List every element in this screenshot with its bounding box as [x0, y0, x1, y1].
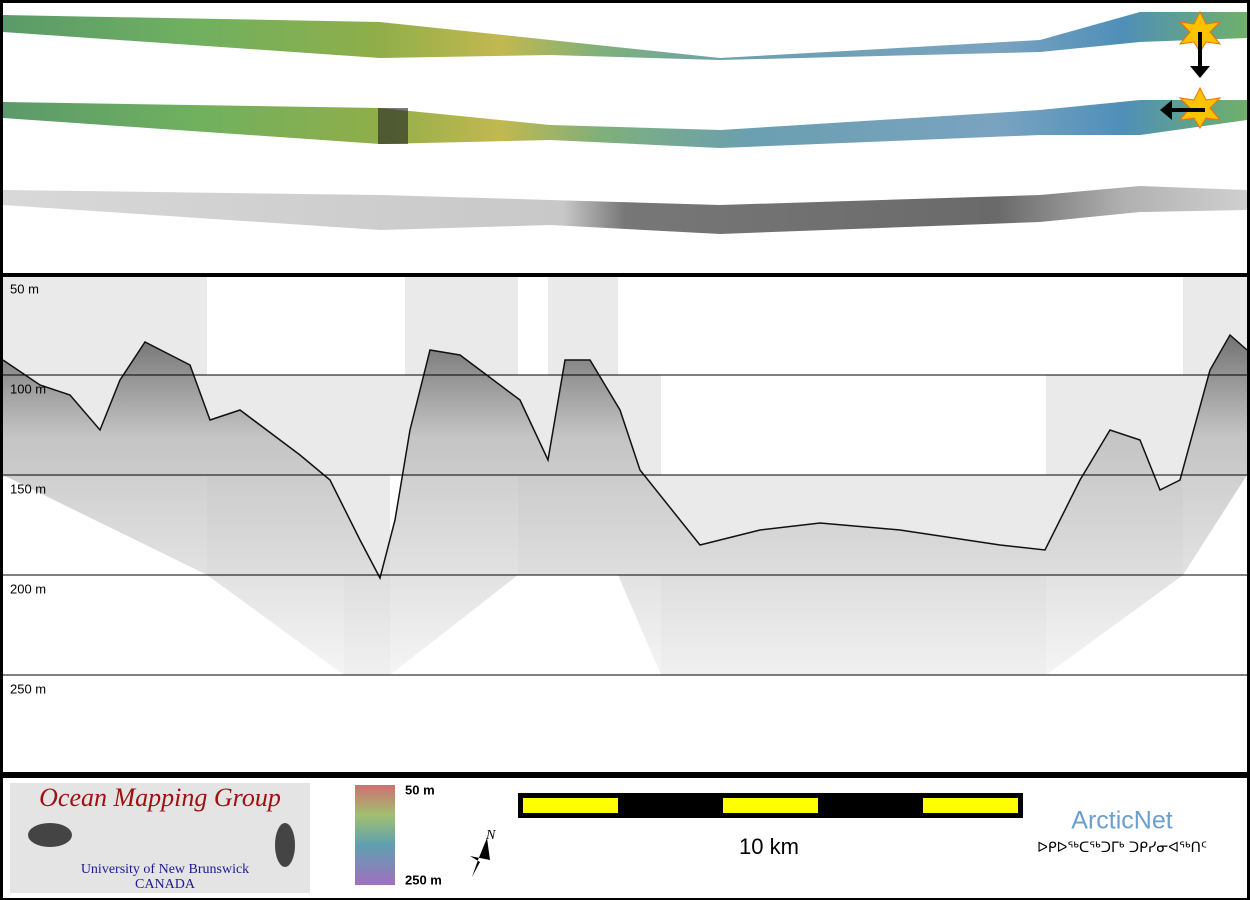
scale-segment	[723, 798, 818, 813]
depth-label: 50 m	[10, 281, 39, 296]
logo-icon	[275, 823, 295, 867]
partner-name: ArcticNet	[1071, 807, 1172, 835]
partner-syllabics: ᐅᑭᐅᖅᑕᖅᑐᒥᒃ ᑐᑭᓯᓂᐊᖅᑎᑦ	[1037, 840, 1207, 856]
logo-icon	[28, 823, 72, 847]
sun-icon	[1160, 10, 1222, 129]
scale-label: 10 km	[739, 834, 799, 859]
sub-bottom	[3, 335, 1247, 675]
backscatter-swath	[3, 186, 1247, 234]
depth-label: 200 m	[10, 581, 46, 596]
north-label: N	[485, 828, 496, 843]
scale-segment	[523, 798, 618, 813]
colorbar-top: 50 m	[405, 782, 435, 797]
logo-university: University of New Brunswick	[81, 862, 249, 877]
colorbar-bottom: 250 m	[405, 872, 442, 887]
logo-country: CANADA	[135, 877, 196, 892]
scale-segment	[923, 798, 1018, 813]
depth-lines	[3, 374, 1247, 676]
depth-label: 150 m	[10, 481, 46, 496]
logo-title: Ocean Mapping Group	[39, 783, 281, 812]
seafloor	[2, 333, 1248, 581]
depth-label: 100 m	[10, 381, 46, 396]
colorbar	[355, 785, 395, 885]
shadow	[378, 108, 408, 144]
bathymetry-swath	[3, 12, 1247, 60]
north-arrow	[470, 838, 490, 877]
depth-label: 250 m	[10, 681, 46, 696]
shaded-swath	[3, 100, 1247, 148]
